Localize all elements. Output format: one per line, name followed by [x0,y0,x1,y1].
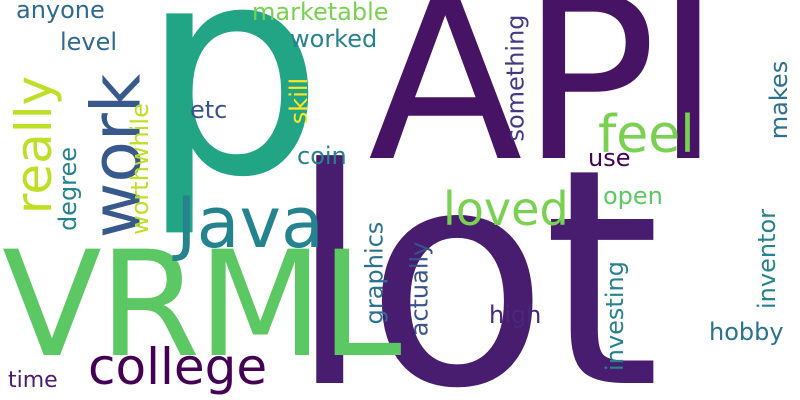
word-actually: actually [405,241,434,337]
word-time: time [8,368,58,393]
word-graphics: graphics [360,221,389,325]
word-level: level [60,28,118,56]
word-vrml: VRML [2,220,402,390]
word-p: p [140,0,325,241]
word-etc: etc [190,96,228,124]
word-hobby: hobby [709,318,784,346]
word-coin: coin [297,142,347,170]
word-something: something [501,14,530,142]
word-open: open [603,182,663,210]
word-worked: worked [290,25,378,53]
word-loved: loved [443,182,569,236]
word-use: use [588,144,631,172]
word-investing: investing [600,261,629,371]
word-java: Java [176,182,324,264]
word-worthwhile: worthwhile [125,103,154,235]
word-api: API [368,0,722,212]
word-skill: skill [285,77,314,125]
word-lot: lot [288,105,661,400]
word-high: high [489,301,542,329]
word-marketable: marketable [252,0,389,26]
word-anyone: anyone [16,0,105,24]
word-inventor: inventor [753,208,782,310]
word-makes: makes [765,60,794,140]
word-feel: feel [598,105,695,165]
word-degree: degree [54,146,83,232]
word-college: college [88,338,268,396]
word-really: really [5,75,64,215]
